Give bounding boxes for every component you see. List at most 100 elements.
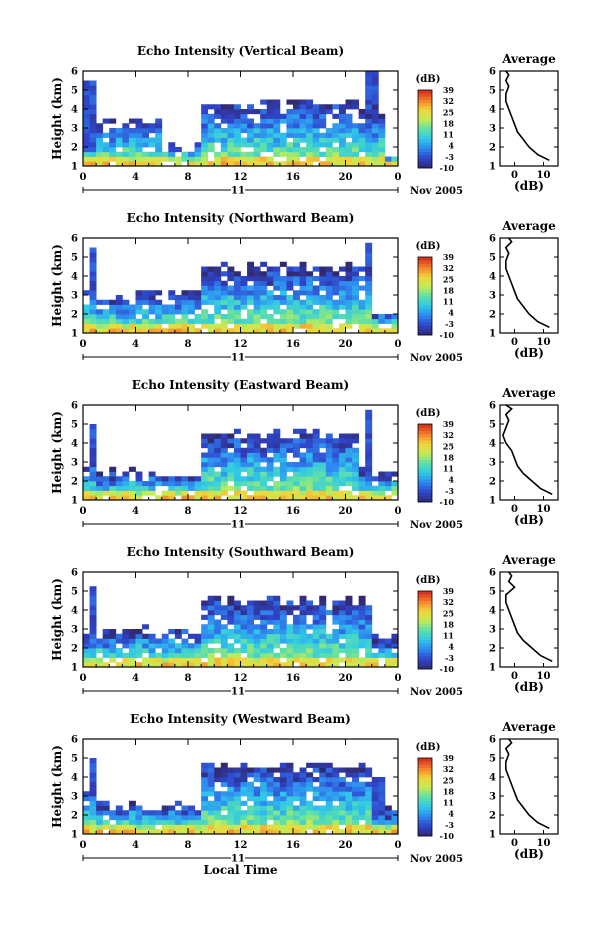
heatmap-cell xyxy=(365,99,373,105)
heatmap-cell xyxy=(109,328,117,334)
x-tick-label: 16 xyxy=(286,673,300,684)
heatmap-cell xyxy=(338,815,346,821)
heatmap-cell xyxy=(266,600,274,606)
heatmap-cell xyxy=(240,643,248,649)
heatmap-cell xyxy=(115,819,123,825)
heatmap-cell xyxy=(312,652,320,658)
heatmap-cell xyxy=(279,810,287,816)
heatmap-cell xyxy=(214,810,222,816)
heatmap-cell xyxy=(207,142,215,148)
heatmap-cell xyxy=(299,829,307,835)
heatmap-cell xyxy=(122,299,130,305)
heatmap-cell xyxy=(148,810,156,816)
heatmap-cell xyxy=(286,638,294,644)
heatmap-cell xyxy=(299,457,307,463)
heatmap-cell xyxy=(391,657,399,663)
heatmap-cell xyxy=(266,113,274,119)
heatmap-cell xyxy=(352,438,360,444)
heatmap-cell xyxy=(352,633,360,639)
heatmap-cell xyxy=(312,113,320,119)
heatmap-cell xyxy=(201,485,209,491)
heatmap-cell xyxy=(96,495,104,501)
profile-y-tick-label: 1 xyxy=(489,329,496,340)
heatmap-cell xyxy=(319,266,327,272)
heatmap-cell xyxy=(279,476,287,482)
heatmap-cell xyxy=(89,772,97,778)
heatmap-cell xyxy=(286,772,294,778)
heatmap-cell xyxy=(345,280,353,286)
heatmap-cell xyxy=(312,285,320,291)
heatmap-cell xyxy=(365,75,373,81)
heatmap-cell xyxy=(214,132,222,138)
heatmap-cell xyxy=(384,638,392,644)
colorbar-swatch xyxy=(418,450,432,454)
heatmap-cell xyxy=(358,781,366,787)
heatmap-cell xyxy=(345,819,353,825)
colorbar-tick-label: 18 xyxy=(443,619,455,629)
heatmap-cell xyxy=(201,791,209,797)
heatmap-cell xyxy=(109,829,117,835)
heatmap-cell xyxy=(378,815,386,821)
heatmap-cell xyxy=(89,261,97,267)
heatmap-cell xyxy=(161,151,169,157)
heatmap-cell xyxy=(115,318,123,324)
heatmap-cell xyxy=(233,271,241,277)
heatmap-cell xyxy=(345,99,353,105)
heatmap-cell xyxy=(266,629,274,635)
heatmap-cell xyxy=(207,786,215,792)
heatmap-cell xyxy=(332,657,340,663)
heatmap-cell xyxy=(332,161,340,167)
heatmap-cell xyxy=(332,605,340,611)
heatmap-cell xyxy=(332,614,340,620)
heatmap-cell xyxy=(306,605,314,611)
heatmap-cell xyxy=(240,128,248,134)
heatmap-cell xyxy=(233,137,241,143)
heatmap-cell xyxy=(273,633,281,639)
heatmap-cell xyxy=(233,151,241,157)
heatmap-cell xyxy=(233,109,241,115)
heatmap-cell xyxy=(266,648,274,654)
x-tick-label: 8 xyxy=(185,506,192,517)
heatmap-cell xyxy=(260,314,268,320)
heatmap-cell xyxy=(253,433,261,439)
heatmap-cell xyxy=(352,481,360,487)
heatmap-cell xyxy=(286,113,294,119)
heatmap-cell xyxy=(384,481,392,487)
heatmap-cell xyxy=(345,151,353,157)
heatmap-cell xyxy=(122,633,130,639)
colorbar-swatch xyxy=(418,495,432,500)
heatmap-cell xyxy=(273,266,281,272)
heatmap-cell xyxy=(253,271,261,277)
heatmap-cell xyxy=(102,800,110,806)
heatmap-cell xyxy=(148,295,156,301)
colorbar-swatch xyxy=(418,613,432,618)
heatmap-cell xyxy=(306,824,314,830)
heatmap-cell xyxy=(319,476,327,482)
heatmap-cell xyxy=(220,466,228,472)
profile-x-label: (dB) xyxy=(514,179,544,193)
heatmap-cell xyxy=(352,128,360,134)
heatmap-cell xyxy=(260,118,268,124)
heatmap-cell xyxy=(260,156,268,162)
heatmap-cell xyxy=(247,829,255,835)
heatmap-cell xyxy=(338,633,346,639)
heatmap-cell xyxy=(306,495,314,501)
heatmap-cell xyxy=(247,261,255,267)
heatmap-cell xyxy=(89,99,97,105)
heatmap-cell xyxy=(122,161,130,167)
colorbar-swatch xyxy=(418,630,432,634)
heatmap-cell xyxy=(142,137,150,143)
heatmap-cell xyxy=(338,810,346,816)
heatmap-cell xyxy=(253,266,261,272)
colorbar-swatch xyxy=(418,459,432,464)
heatmap-cell xyxy=(332,113,340,119)
colorbar-swatch xyxy=(418,279,432,284)
heatmap-cell xyxy=(358,595,366,601)
heatmap-cell xyxy=(365,80,373,86)
heatmap-cell xyxy=(83,113,90,119)
heatmap-cell xyxy=(220,295,228,301)
heatmap-cell xyxy=(83,657,90,663)
heatmap-cell xyxy=(365,810,373,816)
heatmap-cell xyxy=(273,323,281,329)
date-marker-bg xyxy=(231,351,245,361)
